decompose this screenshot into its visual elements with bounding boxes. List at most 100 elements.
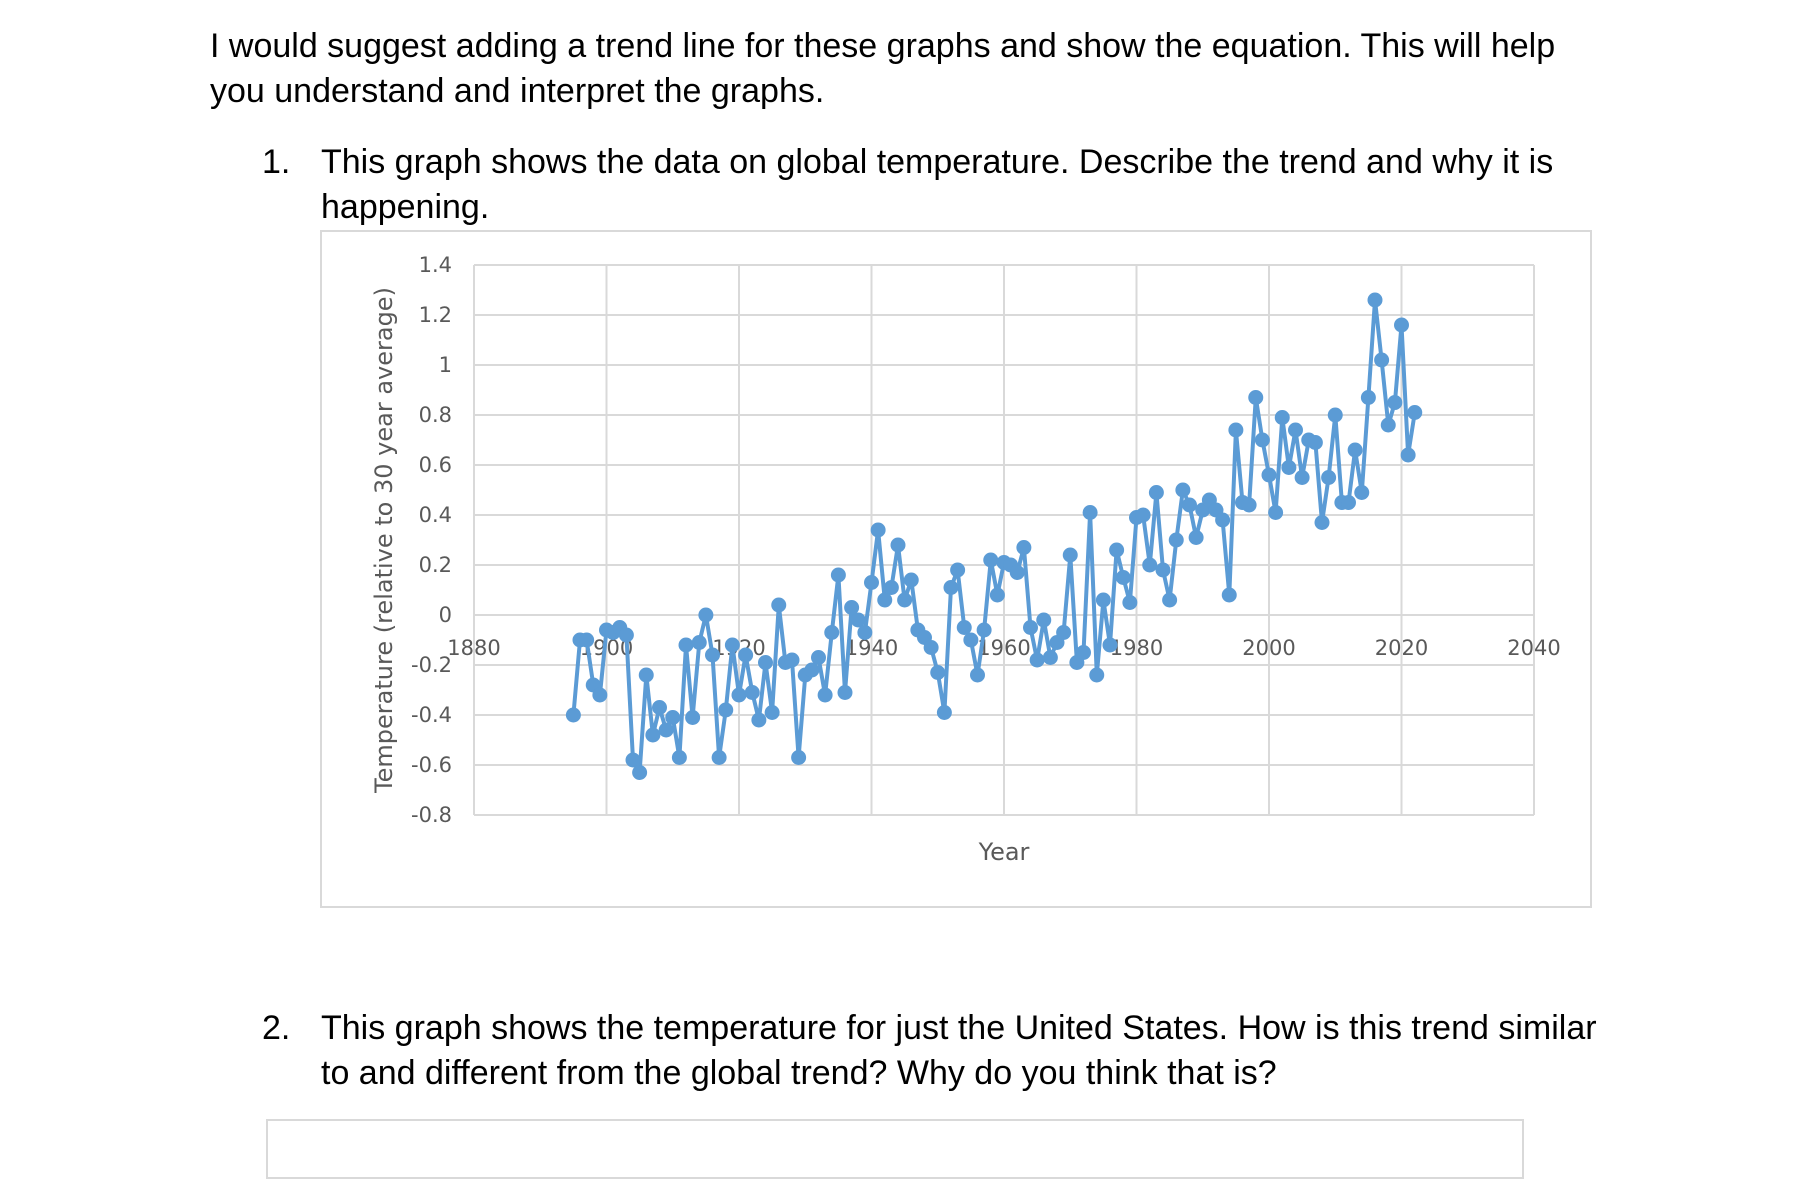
data-point	[923, 640, 939, 655]
x-tick-label: 2020	[1375, 636, 1428, 660]
data-point	[1023, 620, 1038, 635]
data-point	[989, 587, 1005, 603]
data-point	[784, 652, 800, 668]
series-line	[571, 298, 1417, 775]
data-point	[1354, 485, 1370, 500]
data-point	[1327, 407, 1343, 423]
data-point	[956, 620, 972, 635]
data-point	[665, 710, 681, 725]
y-tick-label: -0.6	[411, 753, 452, 777]
data-point	[1122, 595, 1138, 610]
data-point	[943, 580, 959, 595]
data-point	[1380, 417, 1396, 433]
data-point	[1314, 515, 1330, 530]
data-point	[565, 707, 581, 723]
data-point	[1341, 495, 1356, 510]
data-point	[1029, 652, 1045, 668]
data-point	[1009, 565, 1025, 580]
data-point	[864, 575, 879, 590]
data-point	[1281, 460, 1297, 475]
data-point	[844, 600, 860, 615]
data-point	[764, 705, 780, 720]
data-point	[744, 685, 760, 700]
data-point	[771, 597, 787, 613]
data-point	[1288, 422, 1303, 438]
data-point	[592, 687, 608, 703]
data-point	[897, 592, 913, 608]
y-tick-label: 0.2	[419, 553, 452, 577]
data-point	[1400, 447, 1416, 463]
data-point	[645, 727, 661, 743]
data-point	[691, 635, 707, 650]
data-point	[1042, 650, 1058, 665]
data-point	[1162, 592, 1178, 608]
data-point	[1095, 592, 1111, 608]
x-tick-label: 2000	[1242, 636, 1295, 660]
x-tick-label: 1980	[1110, 636, 1163, 660]
data-point	[1102, 637, 1118, 653]
data-point	[1294, 470, 1310, 485]
data-point	[890, 537, 906, 553]
y-tick-label: 0.4	[419, 503, 452, 527]
data-point	[1076, 645, 1091, 660]
question-1-number: 1.	[262, 143, 291, 181]
data-point	[718, 702, 734, 718]
data-point	[618, 627, 634, 643]
data-point	[870, 522, 886, 538]
x-tick-label: 1960	[977, 636, 1030, 660]
y-axis-title: Temperature (relative to 30 year average…	[370, 287, 398, 794]
data-point	[685, 710, 701, 725]
data-point	[936, 705, 952, 720]
data-point	[625, 752, 641, 768]
data-point	[1062, 547, 1078, 563]
data-point	[1268, 505, 1284, 520]
data-point	[698, 607, 714, 623]
data-point	[837, 685, 853, 700]
data-point	[1241, 497, 1257, 513]
question-1-text: This graph shows the data on global temp…	[321, 143, 1554, 226]
data-point	[1089, 667, 1105, 683]
data-point	[1155, 562, 1171, 578]
data-point	[1274, 410, 1290, 425]
data-point	[1115, 570, 1131, 585]
data-point	[711, 750, 727, 765]
data-point	[804, 662, 820, 678]
data-point	[1407, 405, 1423, 420]
data-point	[877, 592, 893, 608]
y-tick-label: 1.4	[419, 253, 452, 277]
data-point	[724, 637, 740, 653]
y-tick-label: -0.4	[411, 703, 452, 727]
data-point	[758, 655, 773, 670]
data-point	[1109, 542, 1125, 558]
data-point	[638, 667, 654, 683]
question-2-text: This graph shows the temperature for jus…	[321, 1009, 1597, 1092]
data-point	[1056, 625, 1072, 640]
data-point	[1360, 390, 1376, 405]
y-tick-label: -0.2	[411, 653, 452, 677]
x-tick-label: 1880	[447, 636, 500, 660]
data-point	[824, 625, 840, 640]
y-tick-label: 1.2	[419, 303, 452, 327]
x-tick-label: 1940	[845, 636, 898, 660]
data-point	[817, 687, 833, 703]
x-axis-title: Year	[978, 838, 1030, 866]
global-temperature-chart: 1.4 1.2 1 0.8 0.6 0.4 0.2 0 -0.2 -0.4 -0.6 -0.8 1880…	[320, 230, 1592, 908]
data-point	[970, 667, 985, 683]
data-point	[671, 750, 687, 765]
data-point	[1148, 485, 1164, 500]
data-point	[1221, 587, 1237, 603]
data-point	[1036, 612, 1052, 628]
data-point	[811, 650, 826, 665]
y-tick-label: 0	[439, 603, 452, 627]
data-point	[678, 637, 694, 653]
data-point	[658, 722, 674, 738]
y-tick-label: 1	[439, 353, 452, 377]
question-2-number: 2.	[262, 1009, 291, 1047]
data-point	[1016, 540, 1032, 555]
data-point	[903, 572, 919, 588]
data-point	[751, 712, 767, 728]
data-point	[1135, 507, 1151, 523]
data-point	[850, 612, 866, 628]
data-point	[579, 632, 595, 648]
data-point	[930, 665, 946, 680]
